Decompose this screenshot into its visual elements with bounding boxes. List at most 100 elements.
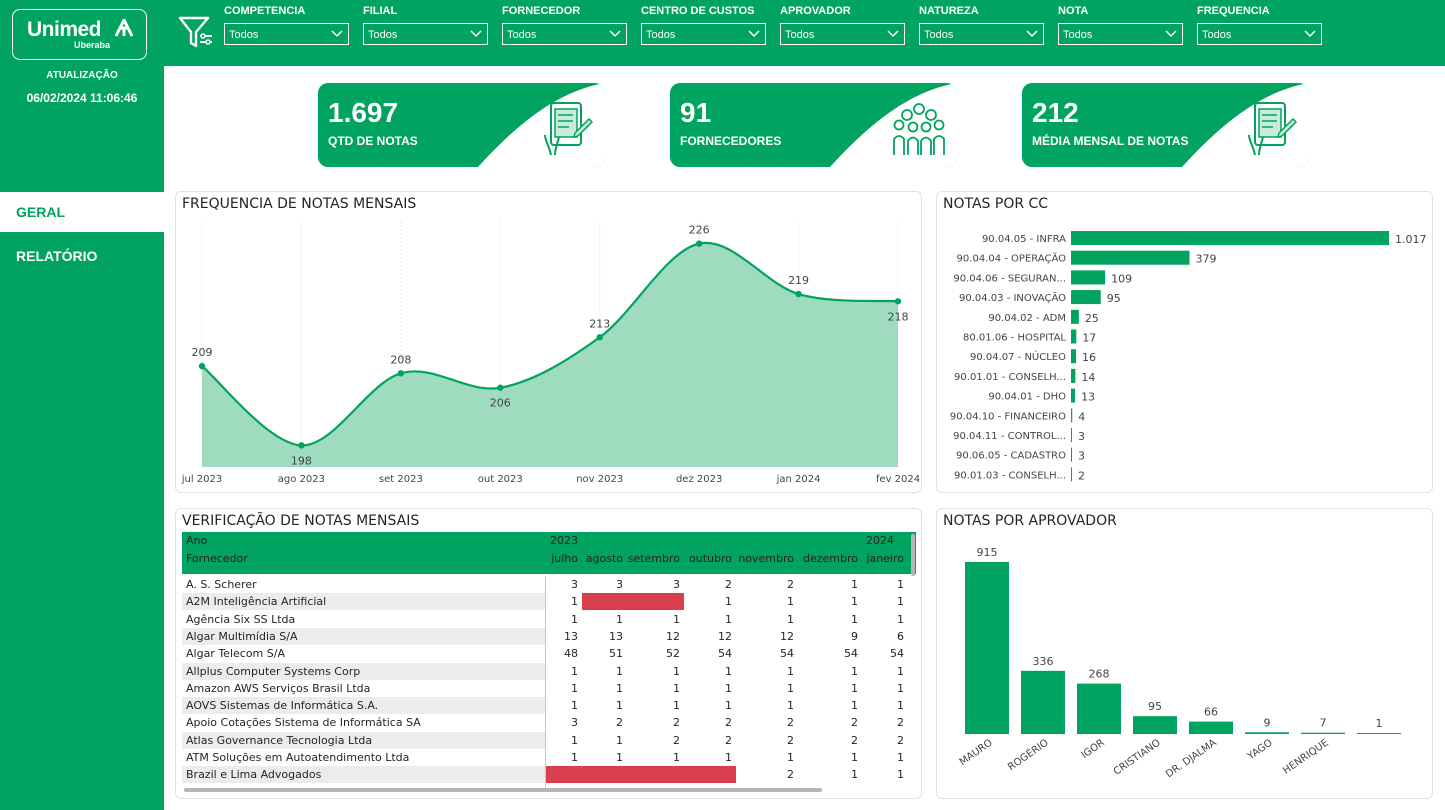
row-background	[182, 576, 545, 593]
supplier-name: AOVS Sistemas de Informática S.A.	[186, 699, 379, 713]
x-tick-label: fev 2024	[876, 474, 920, 485]
data-label: 13	[1081, 391, 1095, 404]
value-cell: 1	[897, 681, 904, 695]
value-cell: 1	[787, 664, 794, 678]
cc-bar-chart: 90.04.05 - INFRA 1.017 90.04.04 - OPERAÇÃO…	[950, 231, 1427, 482]
filter-dropdown[interactable]: Todos	[780, 23, 905, 45]
card-wave-decoration	[830, 83, 957, 167]
value-cell: 1	[725, 751, 732, 764]
data-label: 226	[689, 224, 710, 237]
filter-label: FILIAL	[363, 5, 398, 17]
bar	[1071, 270, 1106, 285]
filter-dropdown[interactable]: Todos	[1058, 23, 1183, 45]
value-cell: 1	[851, 595, 858, 609]
frequencia-area-chart: 209 jul 2023 198 ago 2023 208 set 2023 206 out …	[181, 222, 920, 485]
bar	[1071, 290, 1101, 305]
missing-cell	[546, 766, 582, 784]
filter-dropdown[interactable]: Todos	[1197, 23, 1322, 45]
x-tick-label: jan 2024	[776, 474, 821, 485]
bar	[1071, 250, 1190, 265]
bar	[1021, 670, 1065, 734]
table-row: Atlas Governance Tecnologia Ltda 1 1 2 2 2 2 2	[182, 731, 916, 749]
filter-dropdown[interactable]: Todos	[224, 23, 349, 45]
filter-natureza: NATUREZA Todos	[919, 5, 1044, 45]
supplier-name: Amazon AWS Serviços Brasil Ltda	[186, 681, 371, 695]
data-label: 2	[1078, 469, 1085, 482]
filter-dropdown[interactable]: Todos	[502, 23, 627, 45]
filter-label: NOTA	[1058, 5, 1089, 17]
category-label: 90.06.05 - CADASTRO	[956, 451, 1066, 462]
nav-relatorio[interactable]: RELATÓRIO	[16, 248, 98, 264]
value-cell: 1	[571, 751, 578, 764]
data-label: 219	[788, 274, 809, 287]
month-header: dezembro	[803, 552, 858, 565]
x-tick-label: HENRIQUE	[1281, 737, 1331, 776]
filter-centro-de-custos: CENTRO DE CUSTOS Todos	[641, 5, 766, 45]
data-label: 915	[977, 546, 998, 559]
bar	[1071, 388, 1076, 403]
value-cell: 1	[616, 664, 623, 678]
value-cell: 1	[673, 751, 680, 764]
supplier-name: Algar Telecom S/A	[186, 647, 285, 661]
value-cell: 1	[897, 751, 904, 764]
row-header-label: Ano	[186, 534, 208, 547]
missing-cell	[684, 766, 736, 784]
value-cell: 2	[787, 578, 794, 591]
supplier-name: A2M Inteligência Artificial	[186, 595, 327, 609]
vertical-scrollbar[interactable]	[911, 534, 915, 576]
bar	[1071, 368, 1076, 383]
x-tick-label: dez 2023	[676, 474, 722, 485]
chevron-down-icon	[1165, 30, 1177, 38]
supplier-name: ATM Soluções em Autoatendimento Ltda	[186, 751, 410, 764]
table-row: A. S. Scherer 3 3 3 2 2 1 1	[182, 576, 916, 593]
x-tick-label: ROGÉRIO	[1005, 736, 1051, 773]
kpi-caption: FORNECEDORES	[680, 134, 782, 148]
supplier-name: A. S. Scherer	[186, 578, 257, 591]
horizontal-scrollbar[interactable]	[184, 788, 822, 792]
month-header: julho	[551, 552, 578, 565]
data-label: 109	[1111, 272, 1132, 285]
filter-nota: NOTA Todos	[1058, 5, 1183, 45]
value-cell: 1	[673, 612, 680, 626]
supplier-name: Brazil e Lima Advogados	[186, 768, 322, 782]
table-row: Agência Six SS Ltda 1 1 1 1 1 1 1	[182, 610, 916, 628]
chevron-down-icon	[470, 30, 482, 38]
value-cell: 1	[725, 612, 732, 626]
sidebar: ATUALIZAÇÃO 06/02/2024 11:06:46 GERAL RE…	[0, 66, 164, 810]
supplier-name: Allplus Computer Systems Corp	[186, 664, 361, 678]
bar	[1357, 733, 1401, 734]
x-tick-label: jul 2023	[181, 474, 223, 485]
value-cell: 2	[787, 768, 794, 782]
value-cell: 13	[564, 629, 578, 643]
data-label: 16	[1082, 351, 1096, 364]
value-cell: 3	[616, 578, 623, 591]
nav-geral[interactable]: GERAL	[0, 192, 164, 232]
data-point	[497, 384, 504, 391]
value-cell: 12	[666, 629, 680, 643]
kpi-value: 1.697	[328, 97, 399, 128]
table-row: Algar Telecom S/A 48 51 52 54 54 54 54	[182, 645, 916, 663]
people-group-icon	[893, 103, 945, 155]
category-label: 80.01.06 - HOSPITAL	[963, 333, 1066, 344]
row-background	[182, 627, 545, 645]
category-label: 90.04.07 - NÚCLEO	[970, 350, 1066, 363]
month-header: novembro	[738, 552, 794, 565]
filter-dropdown[interactable]: Todos	[641, 23, 766, 45]
data-label: 3	[1078, 450, 1085, 463]
value-cell: 1	[787, 681, 794, 695]
filter-aprovador: APROVADOR Todos	[780, 5, 905, 45]
filter-dropdown[interactable]: Todos	[919, 23, 1044, 45]
chevron-down-icon	[748, 30, 760, 38]
matrix-month-header: Fornecedor julho agosto setembro outubro nove…	[182, 550, 916, 574]
bar	[1301, 732, 1345, 734]
value-cell: 1	[787, 699, 794, 713]
filter-dropdown[interactable]: Todos	[363, 23, 488, 45]
x-tick-label: MAURO	[958, 737, 995, 768]
row-background	[182, 610, 545, 628]
data-point	[894, 298, 902, 305]
panel-title: NOTAS POR CC	[943, 196, 1049, 212]
kpi-card-fornecedores: 91 FORNECEDORES	[670, 83, 957, 167]
bar	[1071, 329, 1077, 344]
row-background	[182, 593, 545, 611]
